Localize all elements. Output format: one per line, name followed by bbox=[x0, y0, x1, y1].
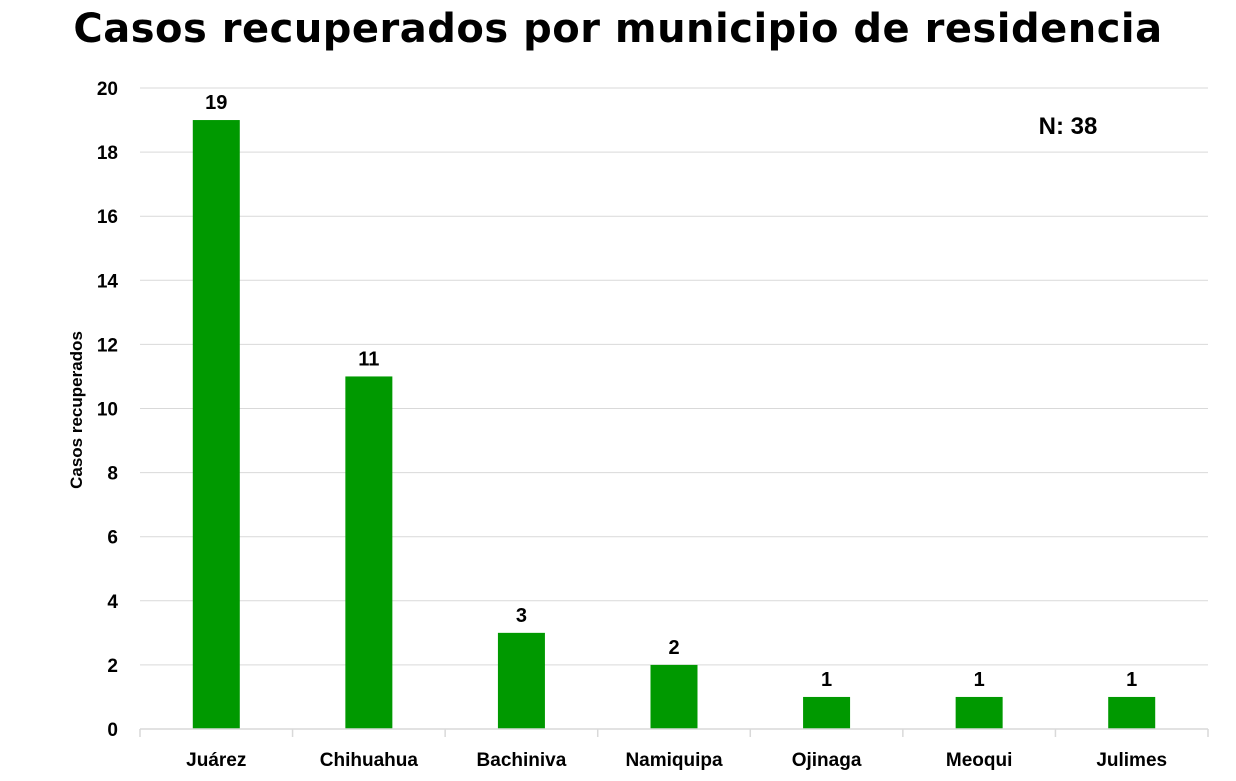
data-label: 1 bbox=[974, 669, 985, 691]
x-tick-label: Ojinaga bbox=[792, 750, 862, 771]
bar bbox=[955, 696, 1003, 729]
y-axis-title: Casos recuperados bbox=[67, 331, 86, 489]
gridlines bbox=[140, 87, 1208, 666]
bar bbox=[803, 696, 851, 729]
y-tick-label: 0 bbox=[107, 720, 118, 741]
bar bbox=[345, 376, 393, 729]
chart-title: Casos recuperados por municipio de resid… bbox=[73, 6, 1163, 52]
data-label: 3 bbox=[516, 605, 527, 627]
y-tick-label: 8 bbox=[107, 464, 118, 485]
y-tick-label: 14 bbox=[97, 271, 119, 292]
y-tick-label: 18 bbox=[97, 143, 118, 164]
data-label: 11 bbox=[358, 348, 379, 370]
y-tick-label: 10 bbox=[97, 400, 118, 421]
y-tick-label: 6 bbox=[107, 528, 118, 549]
axes bbox=[139, 728, 1209, 737]
x-tick-label: Meoqui bbox=[946, 750, 1013, 771]
data-label: 1 bbox=[1126, 669, 1137, 691]
x-tick-label: Namiquipa bbox=[625, 750, 723, 771]
bar bbox=[497, 632, 545, 729]
sample-size-annotation: N: 38 bbox=[1039, 113, 1098, 140]
data-label: 2 bbox=[668, 637, 679, 659]
x-tick-label: Bachiniva bbox=[477, 750, 567, 771]
y-tick-label: 12 bbox=[97, 335, 118, 356]
y-tick-label: 2 bbox=[107, 656, 118, 677]
y-tick-label: 16 bbox=[97, 207, 118, 228]
labels: 02468101214161820Juárez19Chihuahua11Bach… bbox=[97, 79, 1167, 771]
y-tick-label: 20 bbox=[97, 79, 118, 100]
bar bbox=[192, 120, 240, 730]
data-label: 19 bbox=[205, 92, 227, 114]
bar bbox=[1108, 696, 1156, 729]
y-tick-label: 4 bbox=[107, 592, 118, 613]
x-tick-label: Chihuahua bbox=[320, 750, 419, 771]
x-tick-label: Juárez bbox=[186, 750, 246, 771]
bar bbox=[650, 664, 698, 729]
x-tick-label: Julimes bbox=[1096, 750, 1167, 771]
data-label: 1 bbox=[821, 669, 832, 691]
bars bbox=[192, 120, 1156, 730]
